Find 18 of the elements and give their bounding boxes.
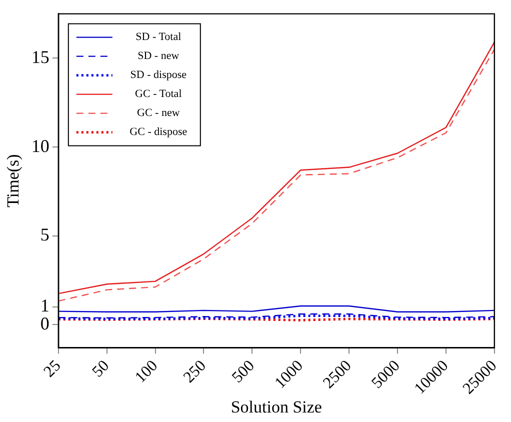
legend-label: SD - dispose [130, 69, 187, 82]
y-tick-label: 1 [40, 296, 50, 316]
y-tick-label: 5 [40, 224, 50, 245]
legend-label: GC - Total [135, 88, 182, 100]
x-axis-title: Solution Size [230, 397, 322, 416]
x-tick-label: 250 [180, 357, 210, 386]
y-tick-label: 0 [40, 313, 50, 334]
x-tick-label: 50 [89, 357, 113, 381]
x-tick-label: 500 [228, 357, 258, 386]
y-axis-title: Time(s) [4, 154, 23, 208]
x-tick-label: 100 [132, 357, 162, 386]
y-tick-label: 15 [31, 46, 50, 67]
legend-label: SD - new [138, 50, 180, 62]
legend-label: GC - dispose [130, 126, 188, 138]
y-tick-label: 10 [31, 136, 50, 156]
x-tick-label: 25 [40, 357, 64, 381]
legend-label: GC - new [137, 107, 180, 120]
legend-label: SD - Total [136, 31, 182, 44]
